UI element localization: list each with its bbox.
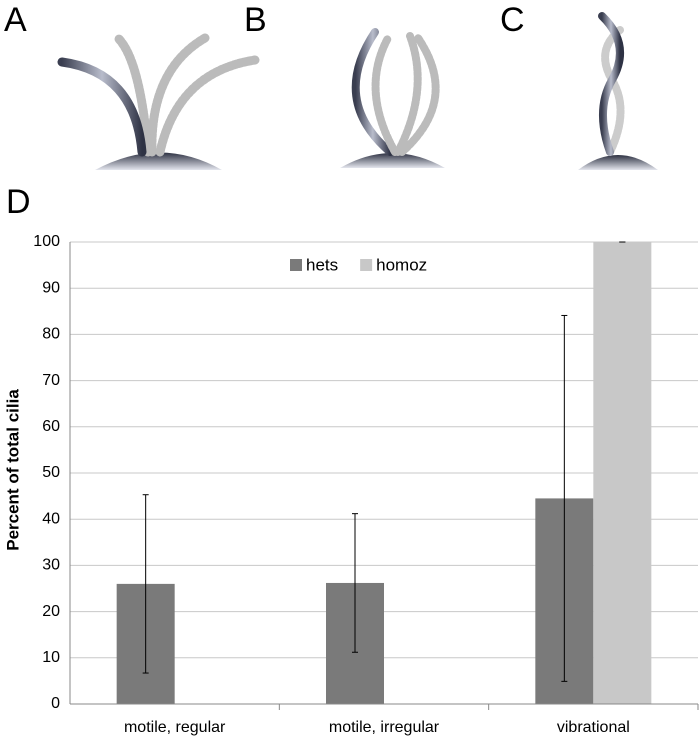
y-tick-label: 100 bbox=[33, 233, 60, 250]
legend-label: hets bbox=[306, 255, 338, 274]
legend-label: homoz bbox=[376, 255, 427, 274]
error-bar bbox=[561, 314, 568, 682]
illustration-a bbox=[57, 33, 260, 170]
error-bar bbox=[352, 513, 358, 653]
panel-label: D bbox=[6, 183, 31, 221]
illustration-b bbox=[340, 28, 445, 168]
y-tick-label: 70 bbox=[42, 372, 60, 389]
panel-label: B bbox=[244, 1, 267, 39]
y-tick-label: 40 bbox=[42, 510, 60, 527]
bar bbox=[593, 242, 652, 704]
x-tick-label: vibrational bbox=[557, 719, 630, 736]
x-tick-label: motile, regular bbox=[124, 719, 226, 736]
legend-swatch bbox=[360, 259, 373, 271]
panel-label: A bbox=[4, 1, 27, 39]
y-tick-label: 10 bbox=[42, 649, 60, 666]
y-tick-label: 20 bbox=[42, 603, 60, 620]
error-bar bbox=[142, 494, 149, 674]
y-tick-label: 80 bbox=[42, 326, 60, 343]
illustration-c bbox=[578, 12, 658, 170]
y-tick-label: 0 bbox=[51, 695, 60, 712]
y-tick-label: 30 bbox=[42, 557, 60, 574]
y-tick-label: 90 bbox=[42, 279, 60, 296]
x-tick-label: motile, irregular bbox=[329, 719, 440, 736]
y-tick-label: 50 bbox=[42, 464, 60, 481]
y-tick-label: 60 bbox=[42, 418, 60, 435]
legend-swatch bbox=[290, 259, 302, 271]
y-axis-label: Percent of total cilia bbox=[3, 389, 22, 551]
panel-label: C bbox=[500, 1, 525, 39]
